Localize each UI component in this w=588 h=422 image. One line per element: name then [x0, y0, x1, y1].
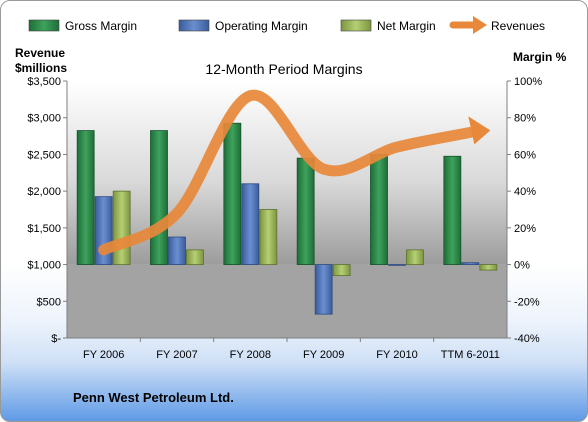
category-label: FY 2007 — [156, 349, 197, 361]
legend-label: Revenues — [491, 19, 545, 33]
category-label: FY 2010 — [376, 349, 417, 361]
operating-margin-bar — [461, 262, 480, 265]
net-margin-bar — [112, 190, 131, 265]
category-label: FY 2008 — [230, 349, 271, 361]
legend-swatch — [340, 19, 372, 32]
operating-margin-bar — [241, 183, 260, 265]
net-margin-bar — [186, 249, 204, 265]
left-tick-label: $3,000 — [27, 113, 61, 125]
left-tick-label: $1,500 — [27, 223, 61, 235]
right-tick-label: 100% — [514, 76, 542, 88]
legend-label: Net Margin — [377, 19, 436, 33]
net-margin-bar — [479, 264, 498, 271]
gross-margin-bar — [76, 130, 95, 265]
gross-margin-bar — [150, 130, 168, 265]
operating-margin-bar — [388, 264, 406, 266]
legend-revenues-arrowhead — [473, 16, 487, 34]
left-tick-label: $500 — [37, 296, 61, 308]
right-tick-label: -40% — [514, 333, 540, 345]
chart-title: 12-Month Period Margins — [205, 61, 362, 77]
legend-swatch — [28, 19, 60, 32]
left-axis-title-line1: Revenue — [15, 46, 65, 60]
right-tick-label: 0% — [514, 260, 530, 272]
company-name: Penn West Petroleum Ltd. — [73, 390, 234, 405]
net-margin-bar — [259, 209, 278, 265]
right-tick-label: 40% — [514, 186, 536, 198]
left-tick-label: $2,000 — [27, 186, 61, 198]
left-tick-label: $- — [51, 333, 61, 345]
left-tick-label: $1,000 — [27, 260, 61, 272]
plot-area-lower — [67, 264, 507, 338]
gross-margin-bar — [223, 122, 242, 265]
net-margin-bar — [406, 249, 424, 265]
left-axis-title-line2: $millions — [15, 61, 67, 75]
operating-margin-bar — [168, 236, 186, 265]
category-label: TTM 6-2011 — [441, 349, 500, 361]
right-axis-title: Margin % — [513, 50, 567, 64]
gross-margin-bar — [370, 154, 388, 265]
legend-label: Gross Margin — [65, 19, 137, 33]
right-tick-label: -20% — [514, 296, 540, 308]
gross-margin-bar — [443, 155, 462, 265]
right-tick-label: 60% — [514, 149, 536, 161]
right-tick-label: 20% — [514, 223, 536, 235]
gross-margin-bar — [296, 157, 315, 265]
net-margin-bar — [332, 264, 351, 276]
left-tick-label: $3,500 — [27, 76, 61, 88]
legend-swatch — [178, 19, 210, 32]
category-label: FY 2009 — [303, 349, 344, 361]
left-tick-label: $2,500 — [27, 149, 61, 161]
right-tick-label: 80% — [514, 113, 536, 125]
legend-label: Operating Margin — [215, 19, 308, 33]
revenues-arrowhead — [468, 116, 491, 145]
operating-margin-bar — [314, 264, 333, 315]
category-label: FY 2006 — [83, 349, 124, 361]
